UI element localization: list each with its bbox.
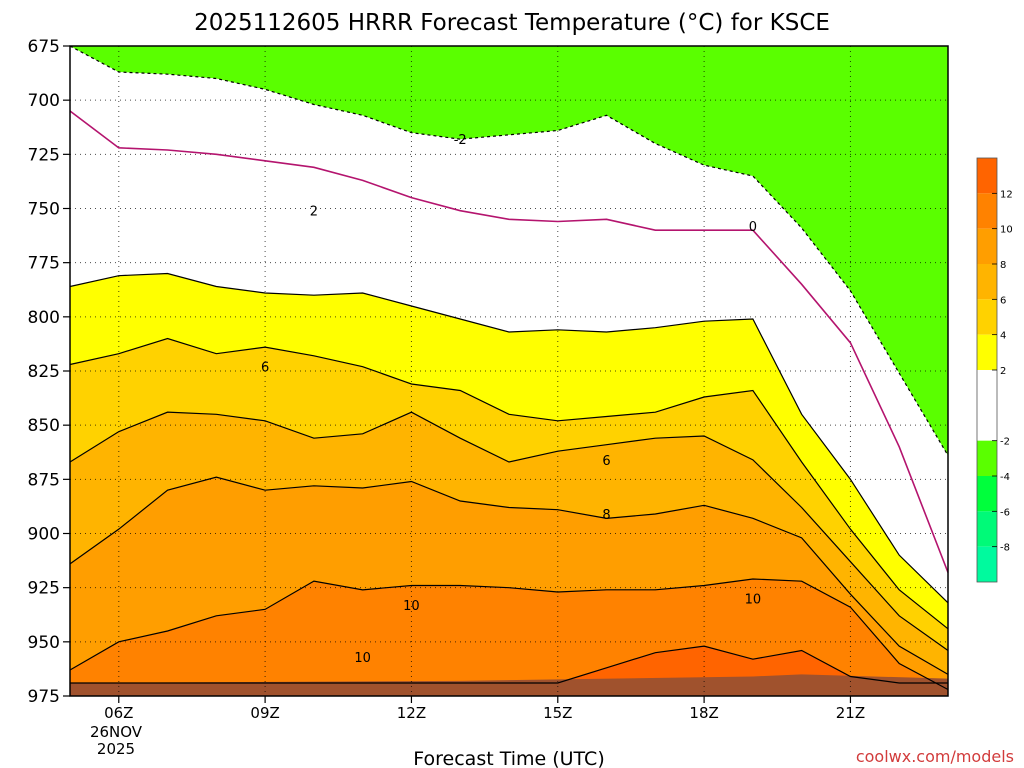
colorbar-label-2: 2 <box>1000 366 1006 377</box>
x-tick-label-15Z: 15Z <box>543 704 572 722</box>
x-date-label-year: 2025 <box>97 740 135 758</box>
colorbar-legend: 12 10 8 6 4 2 -2 -4 -6 -8 <box>976 157 1013 583</box>
isotherm-label-1: 2 <box>310 205 318 220</box>
colorbar-band-10 <box>977 193 997 229</box>
x-tick-label-18Z: 18Z <box>689 704 718 722</box>
y-axis-pressure-ticks: 675 700 725 750 775 800 825 850 875 900 925 950 975 <box>28 37 70 707</box>
isotherm-line-12 <box>70 645 948 684</box>
colorbar-band-8 <box>977 228 997 264</box>
y-tick-label-700: 700 <box>28 91 60 111</box>
colorbar-label-10: 10 <box>1000 225 1013 236</box>
colorbar-label-4: 4 <box>1000 331 1006 342</box>
y-tick-label-975: 975 <box>28 687 60 707</box>
isotherm-labels: -2 2 0 6 6 8 10 10 10 <box>261 133 761 666</box>
x-tick-label-12Z: 12Z <box>397 704 426 722</box>
terrain-layer <box>70 674 948 696</box>
y-tick-label-925: 925 <box>28 579 60 599</box>
y-tick-label-900: 900 <box>28 525 60 545</box>
y-tick-label-725: 725 <box>28 145 60 165</box>
isotherm-line-10 <box>69 578 949 691</box>
colorbar-label--2: -2 <box>1000 437 1010 448</box>
colorbar-label-12: 12 <box>1000 189 1013 200</box>
y-tick-label-825: 825 <box>28 362 60 382</box>
isotherm-line-8 <box>69 476 949 675</box>
colorbar-band--4 <box>977 440 997 476</box>
x-date-label-day: 26NOV <box>90 723 143 741</box>
y-tick-label-800: 800 <box>28 308 60 328</box>
isotherm-label-4: 6 <box>602 454 610 469</box>
colorbar-band-2 <box>977 334 997 370</box>
grid-lines <box>70 46 948 696</box>
colorbar-band-4 <box>977 299 997 335</box>
isotherm-label-5: 8 <box>602 508 610 523</box>
colorbar-band--8 <box>977 511 997 547</box>
x-tick-label-21Z: 21Z <box>836 704 865 722</box>
terrain-ground <box>70 674 948 696</box>
isotherm-line-0 <box>69 110 949 573</box>
isotherm-line-2 <box>69 272 949 604</box>
y-tick-label-675: 675 <box>28 37 60 57</box>
colorbar-band-12 <box>977 158 997 194</box>
isotherm-label-3: 6 <box>261 361 269 376</box>
y-tick-label-950: 950 <box>28 633 60 653</box>
isotherm-label-2: 0 <box>749 220 757 235</box>
x-axis-time-ticks: 06Z 09Z 12Z 15Z 18Z 21Z <box>104 696 865 722</box>
isotherm-label-0: -2 <box>454 133 467 148</box>
x-tick-label-09Z: 09Z <box>250 704 279 722</box>
y-tick-label-750: 750 <box>28 200 60 220</box>
colorbar-label-6: 6 <box>1000 295 1006 306</box>
colorbar-band-6 <box>977 264 997 300</box>
isotherm-label-7: 10 <box>745 593 762 608</box>
y-tick-label-875: 875 <box>28 470 60 490</box>
colorbar-label-8: 8 <box>1000 260 1006 271</box>
colorbar-label--8: -8 <box>1000 543 1010 554</box>
y-tick-label-850: 850 <box>28 416 60 436</box>
credit-link[interactable]: coolwx.com/models <box>856 747 1014 766</box>
y-tick-label-775: 775 <box>28 254 60 274</box>
x-tick-label-06Z: 06Z <box>104 704 133 722</box>
temperature-bands <box>70 46 948 696</box>
colorbar-band--2 <box>977 370 997 441</box>
colorbar-label--6: -6 <box>1000 507 1010 518</box>
chart-title: 2025112605 HRRR Forecast Temperature (°C… <box>194 10 830 36</box>
colorbar-label--4: -4 <box>1000 472 1010 483</box>
colorbar-band--10 <box>977 546 997 582</box>
isotherm-label-8: 10 <box>354 651 371 666</box>
colorbar-band--6 <box>977 476 997 512</box>
isotherm-lines <box>69 45 949 691</box>
isotherm-line-4 <box>69 337 949 630</box>
isotherm-label-6: 10 <box>403 599 420 614</box>
x-axis-label: Forecast Time (UTC) <box>413 748 604 768</box>
isotherm-line-6 <box>69 411 949 651</box>
